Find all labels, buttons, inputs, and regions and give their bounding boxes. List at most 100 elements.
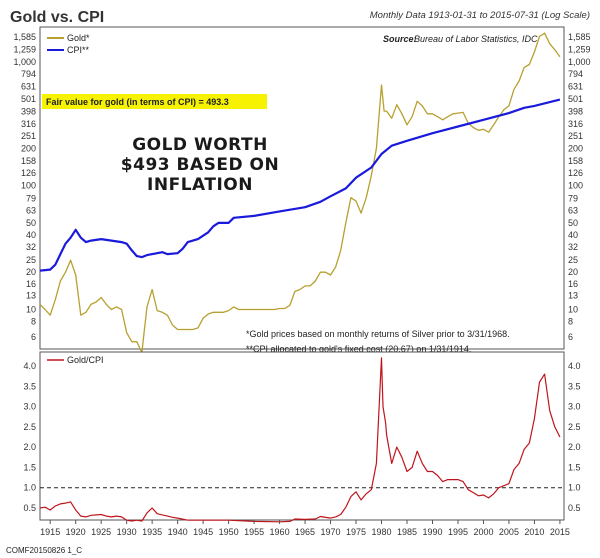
cpi-series-line	[39, 98, 561, 272]
legend-ratio-label: Gold/CPI	[67, 355, 104, 365]
upper-y-tick-label: 32	[568, 242, 578, 252]
gold-series-line	[39, 32, 561, 354]
upper-y-tick-label: 20	[26, 267, 36, 277]
x-tick-label: 1920	[66, 527, 86, 537]
lower-y-tick-label: 2.5	[568, 422, 581, 432]
upper-y-tick-label: 40	[568, 230, 578, 240]
x-tick-label: 1915	[40, 527, 60, 537]
upper-y-tick-label: 20	[568, 267, 578, 277]
lower-y-tick-label: 2.0	[23, 442, 36, 452]
headline-line-2: $493 BASED ON	[121, 155, 279, 175]
lower-y-tick-label: 4.0	[568, 361, 581, 371]
lower-series-lines	[39, 357, 564, 523]
upper-y-tick-label: 16	[568, 279, 578, 289]
upper-y-tick-label: 631	[21, 82, 36, 92]
chart-subtitle: Monthly Data 1913-01-31 to 2015-07-31 (L…	[370, 10, 590, 21]
upper-y-tick-label: 1,000	[568, 57, 591, 67]
upper-y-tick-label: 16	[26, 279, 36, 289]
upper-y-tick-label: 25	[568, 255, 578, 265]
upper-panel-frame	[39, 26, 565, 350]
upper-y-tick-label: 126	[21, 168, 36, 178]
lower-legend: Gold/CPI	[47, 355, 104, 365]
x-tick-label: 1960	[270, 527, 290, 537]
lower-y-axis-left: 0.5 1.0 1.5 2.0 2.5 3.0 3.5 4.0	[23, 361, 36, 513]
upper-y-tick-label: 8	[568, 317, 573, 327]
upper-y-tick-label: 100	[21, 181, 36, 191]
x-tick-label: 1950	[219, 527, 239, 537]
upper-y-tick-label: 1,585	[13, 32, 36, 42]
upper-y-tick-label: 126	[568, 168, 583, 178]
fair-value-text: Fair value for gold (in terms of CPI) = …	[46, 97, 229, 107]
x-axis: 1915 1920 1925 1930 1935 1940 1945 1950 1955 1960…	[40, 520, 570, 537]
x-tick-label: 1970	[321, 527, 341, 537]
x-tick-label: 1995	[448, 527, 468, 537]
upper-y-tick-label: 1,259	[568, 44, 591, 54]
x-tick-label: 2015	[550, 527, 570, 537]
upper-y-tick-label: 794	[21, 69, 36, 79]
upper-y-tick-label: 501	[568, 94, 583, 104]
lower-y-tick-label: 1.5	[23, 462, 36, 472]
x-tick-label: 1930	[117, 527, 137, 537]
upper-y-tick-label: 631	[568, 82, 583, 92]
upper-y-tick-label: 6	[31, 332, 36, 342]
upper-y-tick-label: 1,585	[568, 32, 591, 42]
lower-y-tick-label: 3.0	[568, 402, 581, 412]
x-tick-label: 1980	[372, 527, 392, 537]
upper-y-tick-label: 63	[568, 206, 578, 216]
headline-line-1: GOLD WORTH	[132, 135, 268, 155]
lower-y-axis-right: 0.5 1.0 1.5 2.0 2.5 3.0 3.5 4.0	[568, 361, 581, 513]
upper-legend: Gold* CPI**	[47, 33, 90, 55]
upper-y-tick-label: 79	[26, 193, 36, 203]
lower-y-tick-label: 1.5	[568, 462, 581, 472]
headline-line-3: INFLATION	[147, 175, 253, 195]
upper-y-tick-label: 13	[26, 290, 36, 300]
upper-y-tick-label: 501	[21, 94, 36, 104]
note-gold: *Gold prices based on monthly returns of…	[246, 329, 510, 339]
upper-y-tick-label: 32	[26, 242, 36, 252]
upper-y-tick-label: 100	[568, 181, 583, 191]
upper-y-tick-label: 316	[21, 119, 36, 129]
upper-y-tick-label: 158	[21, 156, 36, 166]
lower-y-tick-label: 4.0	[23, 361, 36, 371]
upper-y-tick-label: 10	[568, 305, 578, 315]
upper-y-tick-label: 63	[26, 206, 36, 216]
lower-y-tick-label: 1.0	[23, 483, 36, 493]
upper-y-tick-label: 13	[568, 290, 578, 300]
gold-cpi-ratio-line	[39, 357, 561, 523]
legend-cpi-label: CPI**	[67, 45, 90, 55]
upper-y-tick-label: 1,000	[13, 57, 36, 67]
x-tick-label: 2005	[499, 527, 519, 537]
lower-y-tick-label: 3.0	[23, 402, 36, 412]
x-tick-label: 1965	[295, 527, 315, 537]
upper-y-tick-label: 251	[21, 131, 36, 141]
lower-y-tick-label: 0.5	[23, 503, 36, 513]
upper-y-tick-label: 200	[21, 143, 36, 153]
upper-y-tick-label: 251	[568, 131, 583, 141]
x-tick-label: 1985	[397, 527, 417, 537]
upper-y-tick-label: 10	[26, 305, 36, 315]
footer-code: COMF20150826 1_C	[6, 546, 82, 555]
x-tick-label: 2010	[524, 527, 544, 537]
upper-y-tick-label: 8	[31, 317, 36, 327]
x-tick-label: 1975	[346, 527, 366, 537]
lower-y-tick-label: 2.5	[23, 422, 36, 432]
upper-y-tick-label: 794	[568, 69, 583, 79]
x-tick-label: 1955	[244, 527, 264, 537]
upper-y-tick-label: 1,259	[13, 44, 36, 54]
upper-y-tick-label: 398	[568, 106, 583, 116]
upper-y-tick-label: 40	[26, 230, 36, 240]
upper-y-tick-label: 200	[568, 143, 583, 153]
chart-title: Gold vs. CPI	[10, 9, 104, 26]
upper-series-lines	[39, 32, 561, 354]
x-tick-label: 1990	[422, 527, 442, 537]
x-tick-label: 1945	[193, 527, 213, 537]
x-tick-label: 2000	[473, 527, 493, 537]
upper-y-tick-label: 50	[568, 218, 578, 228]
lower-y-tick-label: 3.5	[23, 381, 36, 391]
lower-y-tick-label: 2.0	[568, 442, 581, 452]
upper-y-tick-label: 398	[21, 106, 36, 116]
source-label: Source:	[383, 34, 417, 44]
upper-y-tick-label: 25	[26, 255, 36, 265]
